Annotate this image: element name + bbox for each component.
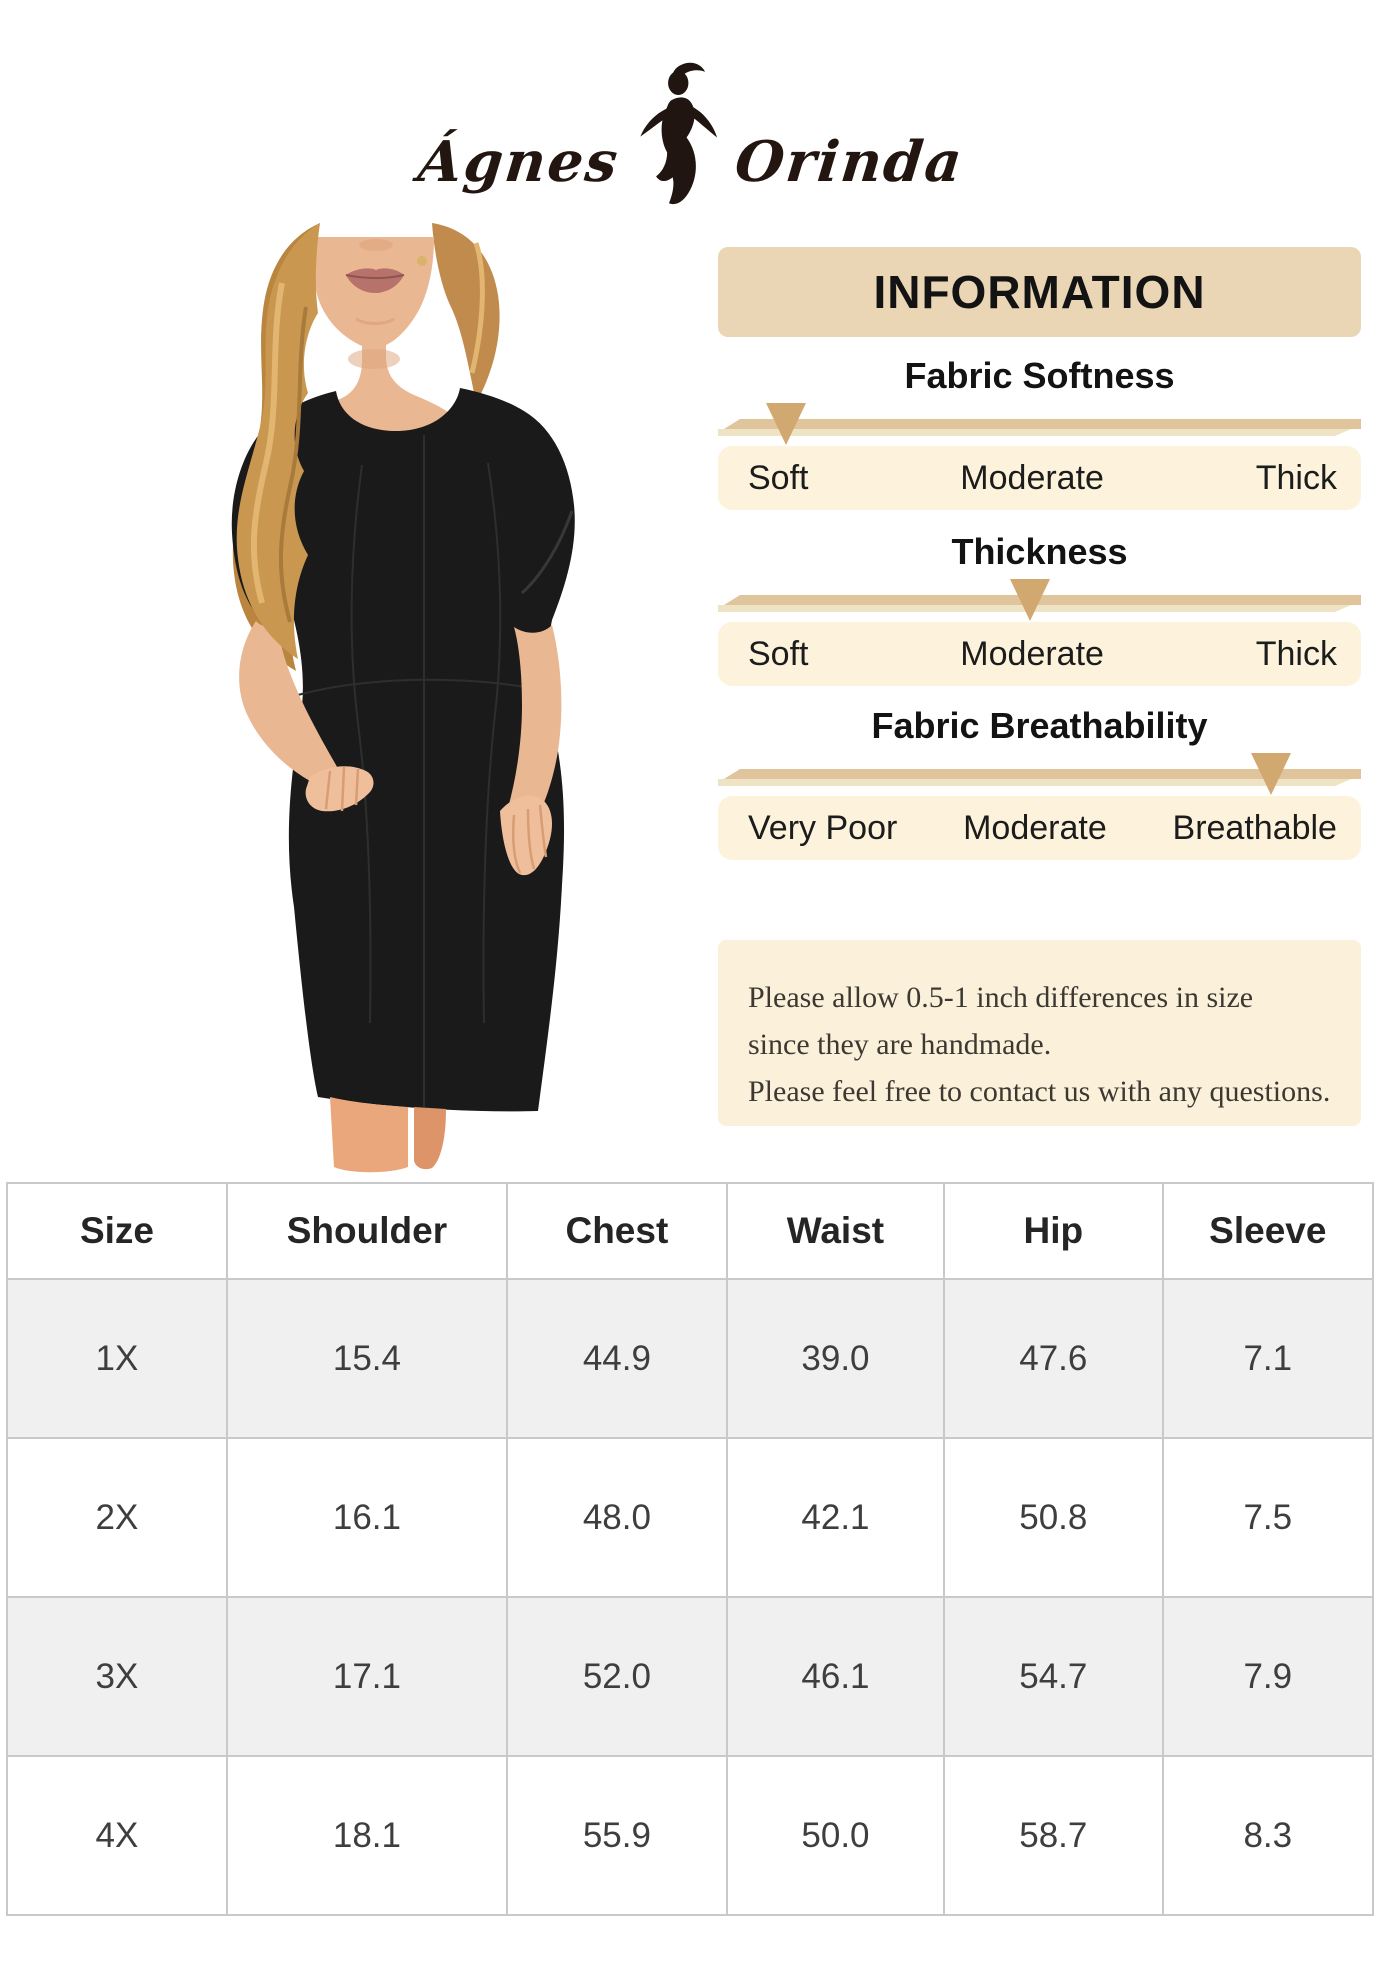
table-row-4x: 4X 18.1 55.9 50.0 58.7 8.3 bbox=[6, 1755, 1375, 1916]
scale-marker-icon bbox=[1009, 579, 1050, 621]
table-cell: 7.1 bbox=[1161, 1278, 1375, 1439]
table-header-cell: Hip bbox=[943, 1182, 1164, 1280]
scale-label: Moderate bbox=[960, 634, 1104, 673]
table-cell: 17.1 bbox=[225, 1596, 508, 1757]
scale-track bbox=[718, 397, 1361, 446]
scale-labels: Soft Moderate Thick bbox=[718, 446, 1361, 510]
table-cell: 52.0 bbox=[505, 1596, 728, 1757]
table-header-cell: Waist bbox=[725, 1182, 946, 1280]
table-header-cell: Sleeve bbox=[1161, 1182, 1375, 1280]
table-cell: 47.6 bbox=[943, 1278, 1164, 1439]
table-row-1x: 1X 15.4 44.9 39.0 47.6 7.1 bbox=[6, 1278, 1375, 1439]
handmade-note: Please allow 0.5-1 inch differences in s… bbox=[718, 940, 1361, 1126]
scale-ribbon bbox=[718, 419, 1361, 436]
scale-label: Thick bbox=[1255, 458, 1337, 497]
table-cell: 7.9 bbox=[1161, 1596, 1375, 1757]
table-cell: 50.0 bbox=[725, 1755, 946, 1916]
table-cell: 42.1 bbox=[725, 1437, 946, 1598]
model-illustration bbox=[170, 223, 700, 1175]
table-cell: 50.8 bbox=[943, 1437, 1164, 1598]
scale-label: Thick bbox=[1255, 634, 1337, 673]
scale-track bbox=[718, 747, 1361, 796]
scale-label: Soft bbox=[748, 634, 809, 673]
table-cell: 7.5 bbox=[1161, 1437, 1375, 1598]
note-line: Please feel free to contact us with any … bbox=[748, 1075, 1331, 1108]
table-header-cell: Size bbox=[6, 1182, 228, 1280]
table-cell: 58.7 bbox=[943, 1755, 1164, 1916]
table-header-row: Size Shoulder Chest Waist Hip Sleeve bbox=[6, 1182, 1375, 1280]
size-table: Size Shoulder Chest Waist Hip Sleeve 1X … bbox=[6, 1182, 1375, 1916]
table-cell: 8.3 bbox=[1161, 1755, 1375, 1916]
table-cell: 39.0 bbox=[725, 1278, 946, 1439]
table-cell: 3X bbox=[6, 1596, 228, 1757]
table-cell: 4X bbox=[6, 1755, 228, 1916]
brand-logo: Ágnes Orinda bbox=[0, 58, 1380, 205]
scale-ribbon bbox=[718, 769, 1361, 786]
table-cell: 18.1 bbox=[225, 1755, 508, 1916]
table-cell: 15.4 bbox=[225, 1278, 508, 1439]
scale-label: Moderate bbox=[960, 458, 1104, 497]
info-panel: INFORMATION Fabric Softness Soft Moderat… bbox=[718, 247, 1361, 1126]
info-header: INFORMATION bbox=[718, 247, 1361, 337]
scale-title: Thickness bbox=[951, 531, 1128, 572]
brand-name-left: Ágnes bbox=[414, 129, 622, 195]
table-cell: 16.1 bbox=[225, 1437, 508, 1598]
scale-labels: Soft Moderate Thick bbox=[718, 622, 1361, 686]
brand-name-right: Orinda bbox=[731, 129, 967, 195]
table-cell: 48.0 bbox=[505, 1437, 728, 1598]
product-photo bbox=[170, 223, 700, 1175]
scale-marker-icon bbox=[1250, 753, 1291, 795]
scale-labels: Very Poor Moderate Breathable bbox=[718, 796, 1361, 860]
thickness-scale: Thickness Soft Moderate Thick bbox=[718, 531, 1361, 686]
scale-title: Fabric Softness bbox=[904, 355, 1175, 396]
table-cell: 55.9 bbox=[505, 1755, 728, 1916]
scale-title: Fabric Breathability bbox=[871, 705, 1208, 746]
table-row-3x: 3X 17.1 52.0 46.1 54.7 7.9 bbox=[6, 1596, 1375, 1757]
note-line: since they are handmade. bbox=[748, 1028, 1052, 1061]
scale-label: Breathable bbox=[1172, 808, 1337, 847]
table-cell: 2X bbox=[6, 1437, 228, 1598]
table-header-cell: Shoulder bbox=[225, 1182, 508, 1280]
fabric-breathability-scale: Fabric Breathability Very Poor Moderate … bbox=[718, 705, 1361, 860]
table-header-cell: Chest bbox=[505, 1182, 728, 1280]
fabric-softness-scale: Fabric Softness Soft Moderate Thick bbox=[718, 355, 1361, 510]
woman-silhouette-icon bbox=[640, 62, 718, 205]
table-cell: 54.7 bbox=[943, 1596, 1164, 1757]
table-cell: 1X bbox=[6, 1278, 228, 1439]
scale-label: Moderate bbox=[963, 808, 1107, 847]
scale-track bbox=[718, 573, 1361, 622]
note-line: Please allow 0.5-1 inch differences in s… bbox=[748, 981, 1254, 1014]
scale-label: Soft bbox=[748, 458, 809, 497]
scale-label: Very Poor bbox=[748, 808, 898, 847]
scale-marker-icon bbox=[765, 403, 806, 445]
table-cell: 44.9 bbox=[505, 1278, 728, 1439]
table-row-2x: 2X 16.1 48.0 42.1 50.8 7.5 bbox=[6, 1437, 1375, 1598]
table-cell: 46.1 bbox=[725, 1596, 946, 1757]
